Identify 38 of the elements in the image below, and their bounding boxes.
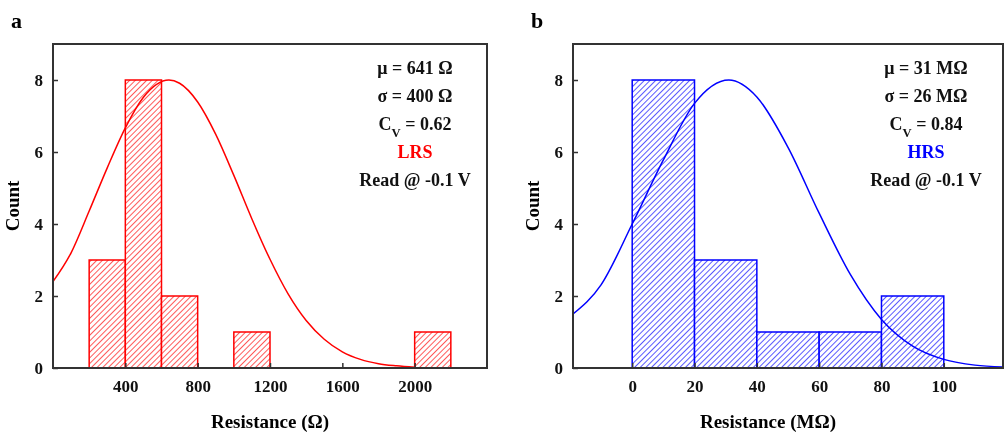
x-tick-label: 1200 <box>253 377 288 397</box>
text: HRS <box>907 142 945 162</box>
x-tick-label: 40 <box>748 377 766 397</box>
y-tick-label: 2 <box>34 286 43 306</box>
y-axis-title: Count <box>2 179 23 232</box>
x-tick-label: 100 <box>931 377 958 397</box>
chart-title: b <box>531 8 544 33</box>
x-tick-label: 80 <box>873 377 891 397</box>
x-tick-label: 0 <box>628 377 637 397</box>
annotation: μ = 641 Ω <box>377 58 453 78</box>
y-tick-label: 6 <box>554 142 563 162</box>
x-axis-title: Resistance (Ω) <box>210 411 330 433</box>
y-tick-label: 2 <box>554 286 563 306</box>
y-tick-label: 8 <box>554 70 563 90</box>
annotation: C$_{V}$ = 0.84 <box>889 114 963 140</box>
line-series <box>573 79 1003 368</box>
x-tick-label: 1600 <box>325 377 360 397</box>
y-tick-label: 0 <box>554 358 563 378</box>
x-tick-label: 400 <box>113 377 139 397</box>
chart-title: a <box>11 8 22 33</box>
x-tick-label: 800 <box>185 377 211 397</box>
annotation: μ = 31 MΩ <box>884 58 968 78</box>
annotation: C$_{V}$ = 0.62 <box>378 114 452 140</box>
text: LRS <box>397 142 433 162</box>
x-tick-label: 60 <box>811 377 829 397</box>
x-tick-label: 20 <box>686 377 704 397</box>
annotation: Read @ -0.1 V <box>359 170 471 190</box>
x-tick-label: 2000 <box>398 377 433 397</box>
y-tick-label: 0 <box>34 358 43 378</box>
y-tick-label: 4 <box>34 214 44 234</box>
annotation: Read @ -0.1 V <box>870 170 982 190</box>
annotation: σ = 26 MΩ <box>884 86 968 106</box>
x-axis-title: Resistance (MΩ) <box>699 411 837 433</box>
y-tick-label: 8 <box>34 70 43 90</box>
y-tick-label: 4 <box>554 214 564 234</box>
y-tick-label: 6 <box>34 142 43 162</box>
y-axis-title: Count <box>522 179 543 232</box>
annotation: σ = 400 Ω <box>377 86 453 106</box>
